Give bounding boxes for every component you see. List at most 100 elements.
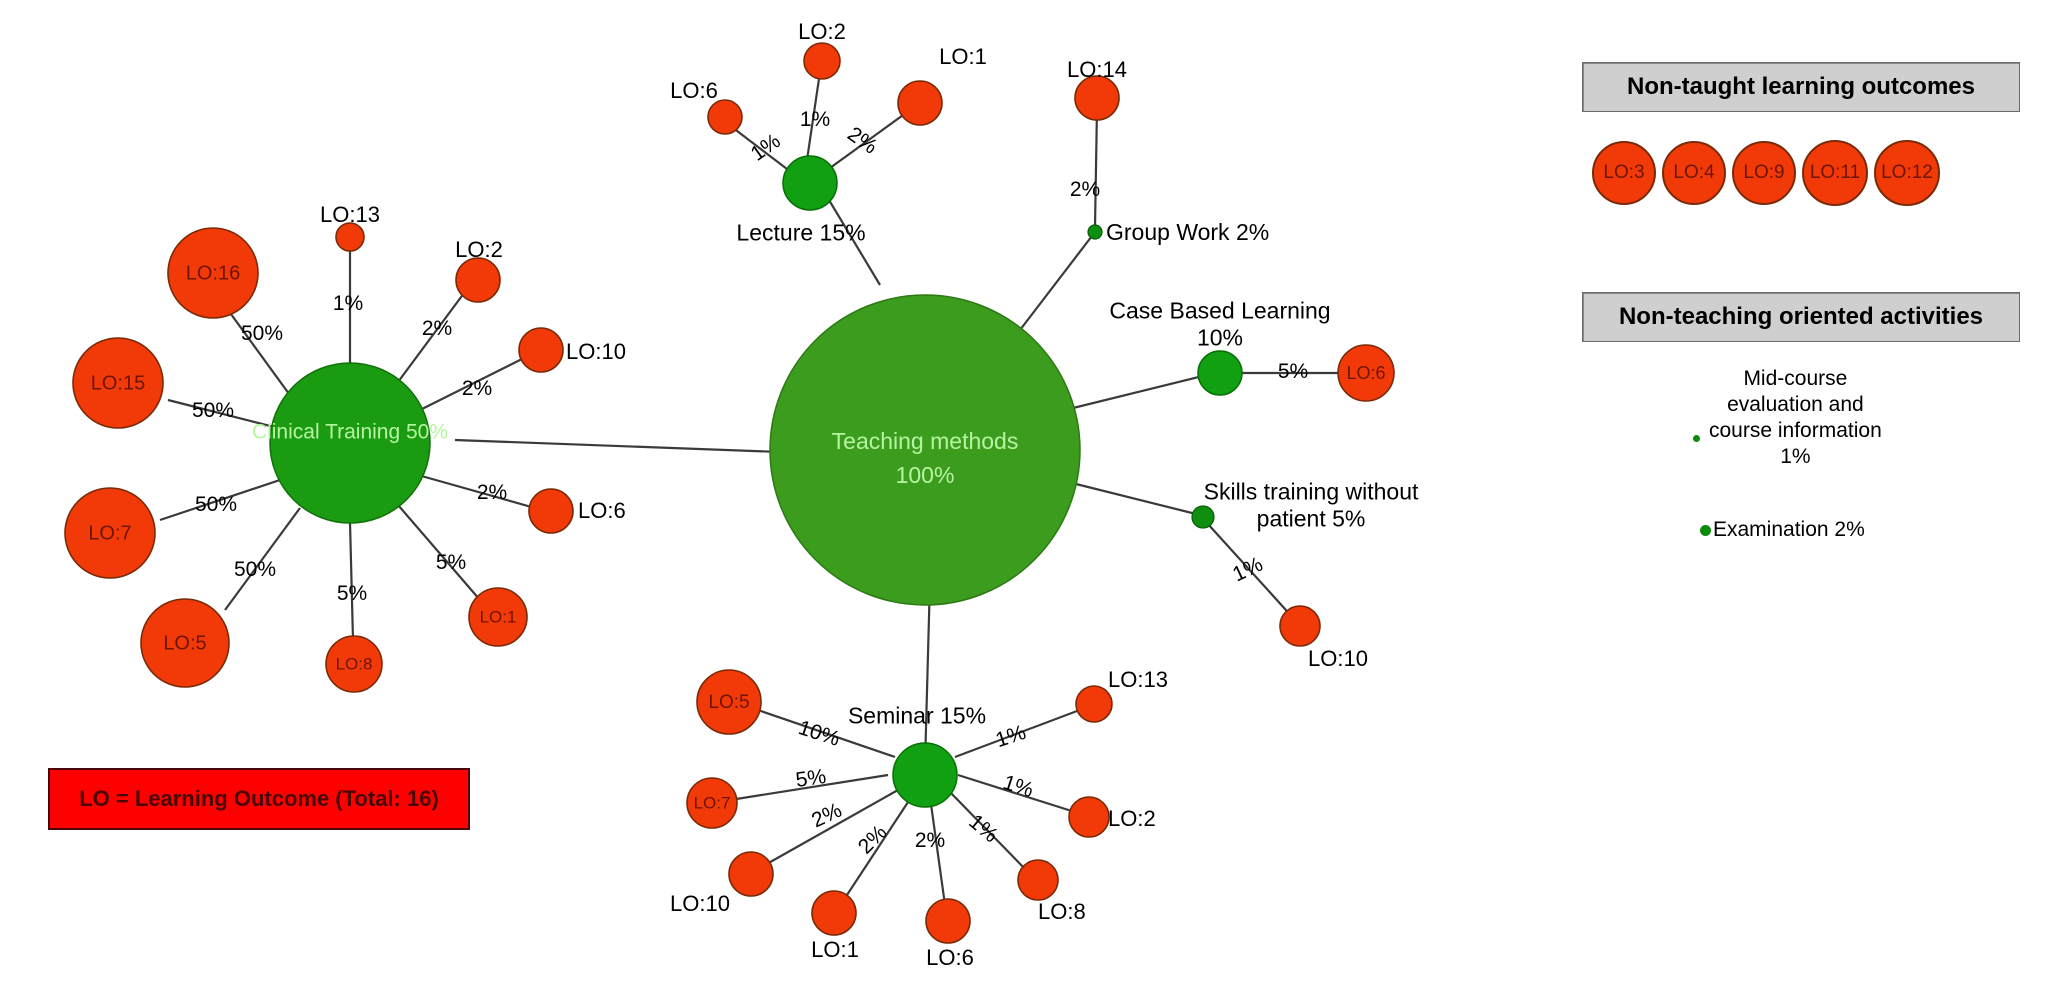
edge-clinical-lo7: [159, 478, 281, 522]
edge-seminar-lo1: [844, 795, 913, 899]
edge-clinical-lo6: [417, 473, 536, 510]
lo-node-seminar-lo5[interactable]: LO:5: [696, 669, 762, 735]
lo-node-groupwork-lo14[interactable]: [1074, 75, 1120, 121]
edge-groupwork-lo14: [1093, 107, 1099, 228]
lo-node-clinical-lo8[interactable]: LO:8: [325, 635, 383, 693]
node-label-case-based-line1: Case Based Learning: [1109, 297, 1331, 324]
lo-label-seminar-lo8: LO:8: [1038, 899, 1086, 924]
legend-learning-outcome-total: LO = Learning Outcome (Total: 16): [48, 768, 470, 830]
lo-node-clinical-lo6[interactable]: [528, 488, 574, 534]
legend-lo-chip-label: LO:4: [1673, 162, 1715, 183]
lo-label-skills-lo10: LO:10: [1308, 646, 1368, 671]
lo-label-groupwork-lo14: LO:14: [1067, 57, 1127, 82]
edge-seminar-lo13: [954, 706, 1086, 759]
lo-node-clinical-lo15[interactable]: LO:15: [72, 337, 164, 429]
node-case-based-learning[interactable]: [1197, 350, 1243, 396]
edge-seminar-lo5: [754, 707, 896, 759]
legend-header-non-taught: Non-taught learning outcomes: [1582, 62, 2020, 112]
node-teaching-methods[interactable]: Teaching methods 100%: [769, 294, 1081, 606]
lo-node-casebased-lo6[interactable]: LO:6: [1337, 344, 1395, 402]
legend-lo-chip[interactable]: LO:3: [1592, 141, 1656, 205]
legend-examination-label: Examination 2%: [1713, 518, 1865, 541]
node-label-teaching-methods: Teaching methods: [832, 428, 1019, 454]
edge-weight-clinical-lo8: 5%: [336, 582, 368, 605]
node-skills-training[interactable]: [1191, 505, 1215, 529]
edge-clinical-lo10: [419, 354, 531, 411]
lo-node-clinical-lo2[interactable]: [455, 257, 501, 303]
node-clinical-training[interactable]: Clinical Training 50%: [252, 362, 448, 524]
edge-seminar-lo7: [729, 773, 889, 802]
lo-node-group-lecture: [707, 42, 943, 135]
node-label-teaching-methods-pct: 100%: [896, 462, 955, 488]
lo-node-seminar-lo13[interactable]: [1075, 685, 1113, 723]
edge-weight-clinical-lo7: 50%: [194, 493, 238, 516]
lo-node-clinical-lo5[interactable]: LO:5: [140, 598, 230, 688]
lo-label-seminar-lo1: LO:1: [811, 937, 859, 962]
edge-skills-lo10: [1206, 522, 1296, 621]
edge-hub-groupwork: [1019, 231, 1096, 331]
legend-lo-chip[interactable]: LO:12: [1874, 140, 1940, 206]
edge-weight-clinical-lo6: 2%: [476, 481, 508, 504]
node-label-skills-line2: patient 5%: [1256, 505, 1366, 532]
edge-seminar-lo2: [957, 773, 1079, 815]
lo-node-clinical-lo13[interactable]: [335, 222, 365, 252]
lo-label: LO:6: [1346, 363, 1385, 383]
legend-header-non-taught-text: Non-taught learning outcomes: [1627, 73, 1975, 100]
green-dot-icon: [1693, 434, 1700, 442]
edge-weight-clinical-lo13: 1%: [332, 292, 364, 315]
node-group-work[interactable]: [1087, 224, 1103, 240]
node-label-lecture: Lecture 15%: [736, 219, 866, 246]
lo-node-lecture-lo6[interactable]: [707, 99, 743, 135]
node-label-skills-line1: Skills training without: [1203, 478, 1419, 505]
legend-item-examination: Examination 2%: [1700, 518, 1865, 542]
lo-node-skills-lo10[interactable]: [1279, 605, 1321, 647]
lo-node-seminar-lo7[interactable]: LO:7: [686, 777, 738, 829]
lo-label: LO:1: [480, 607, 517, 626]
edge-group: [159, 71, 1340, 906]
lo-node-seminar-lo6[interactable]: [925, 898, 971, 944]
lo-node-seminar-lo1[interactable]: [811, 890, 857, 936]
lo-node-clinical-lo7[interactable]: LO:7: [64, 487, 156, 579]
lo-label-seminar-lo10: LO:10: [670, 891, 730, 916]
green-dot-icon: [1700, 524, 1711, 536]
lo-node-seminar-lo8[interactable]: [1017, 859, 1059, 901]
lo-node-clinical-lo10[interactable]: [518, 327, 564, 373]
lo-label: LO:15: [91, 372, 145, 394]
edge-clinical-lo2: [397, 284, 471, 383]
node-lecture[interactable]: [782, 155, 838, 211]
edge-weight-seminar-lo6: 2%: [914, 829, 946, 852]
lo-label-clinical-lo10: LO:10: [566, 339, 626, 364]
legend-non-taught-items: LO:3 LO:4 LO:9 LO:11 LO:12: [1592, 140, 2012, 206]
lo-node-clinical-lo16[interactable]: LO:16: [167, 227, 259, 319]
lo-label-seminar-lo13: LO:13: [1108, 667, 1168, 692]
lo-node-group-seminar: LO:5 LO:7: [686, 669, 1113, 944]
edge-lecture-lo1: [829, 109, 911, 169]
edge-weight-clinical-lo2: 2%: [421, 317, 453, 340]
lo-node-seminar-lo10[interactable]: [728, 851, 774, 897]
node-label-group-work: Group Work 2%: [1106, 219, 1270, 245]
legend-midcourse-line3: course information: [1709, 419, 1882, 442]
edge-weight-clinical-lo15: 50%: [191, 399, 235, 422]
node-label-seminar: Seminar 15%: [847, 702, 987, 729]
edge-lecture-lo2: [805, 71, 822, 161]
lo-node-lecture-lo1[interactable]: [897, 80, 943, 126]
legend-lo-chip[interactable]: LO:4: [1662, 141, 1726, 205]
legend-lo-chip[interactable]: LO:9: [1732, 141, 1796, 205]
legend-midcourse-line4: 1%: [1780, 445, 1811, 468]
lo-node-seminar-lo2[interactable]: [1068, 796, 1110, 838]
node-label-case-based-line2: 10%: [1196, 324, 1244, 351]
legend-header-non-teaching-text: Non-teaching oriented activities: [1618, 303, 1984, 330]
edge-seminar-lo6: [928, 796, 947, 906]
edge-weight-seminar-lo7: 5%: [794, 765, 828, 793]
edge-hub-clinical: [454, 438, 781, 454]
edge-weight-clinical-lo1: 5%: [435, 551, 467, 574]
legend-lo-chip[interactable]: LO:11: [1802, 140, 1868, 206]
edge-weight-clinical-lo5: 50%: [233, 558, 277, 581]
node-seminar[interactable]: [892, 742, 958, 808]
lo-node-clinical-lo1[interactable]: LO:1: [468, 587, 528, 647]
lo-node-lecture-lo2[interactable]: [803, 42, 841, 80]
edge-clinical-lo1: [397, 504, 481, 601]
legend-lo-chip-label: LO:12: [1881, 162, 1933, 183]
